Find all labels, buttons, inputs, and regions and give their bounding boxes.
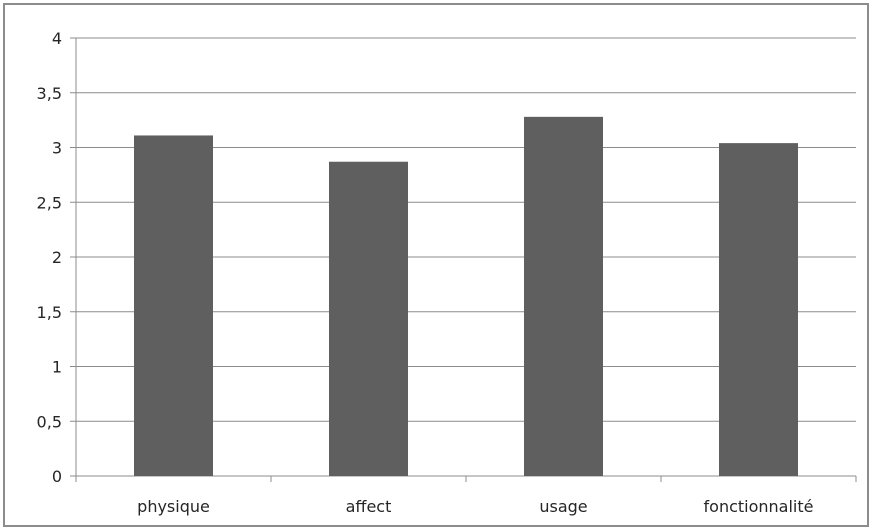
x-tick-label: fonctionnalité bbox=[704, 497, 814, 516]
y-tick-label: 2,5 bbox=[37, 193, 62, 212]
y-tick-label: 1 bbox=[52, 358, 62, 377]
x-tick-label: affect bbox=[346, 497, 392, 516]
x-tick-label: physique bbox=[137, 497, 210, 516]
y-tick-label: 3,5 bbox=[37, 84, 62, 103]
y-tick-label: 2 bbox=[52, 248, 62, 267]
y-tick-label: 3 bbox=[52, 139, 62, 158]
chart-frame: 0 0,5 1 1,5 2 2,5 3 3,5 4 physique affect usage fon… bbox=[3, 3, 869, 527]
x-tick-labels: physique affect usage fonctionnalité bbox=[137, 497, 813, 516]
y-tick-label: 1,5 bbox=[37, 303, 62, 322]
y-tick-label: 4 bbox=[52, 29, 62, 48]
bar-usage bbox=[524, 116, 603, 476]
bar-affect bbox=[329, 161, 408, 477]
y-tick-labels: 0 0,5 1 1,5 2 2,5 3 3,5 4 bbox=[37, 29, 62, 486]
x-tick-label: usage bbox=[539, 497, 587, 516]
bars bbox=[134, 116, 798, 477]
bar-chart: 0 0,5 1 1,5 2 2,5 3 3,5 4 physique affect usage fon… bbox=[37, 29, 857, 516]
bar-fonctionnalité bbox=[719, 143, 798, 476]
y-tick-label: 0 bbox=[52, 467, 62, 486]
bar-physique bbox=[134, 135, 213, 476]
y-tick-label: 0,5 bbox=[37, 412, 62, 431]
